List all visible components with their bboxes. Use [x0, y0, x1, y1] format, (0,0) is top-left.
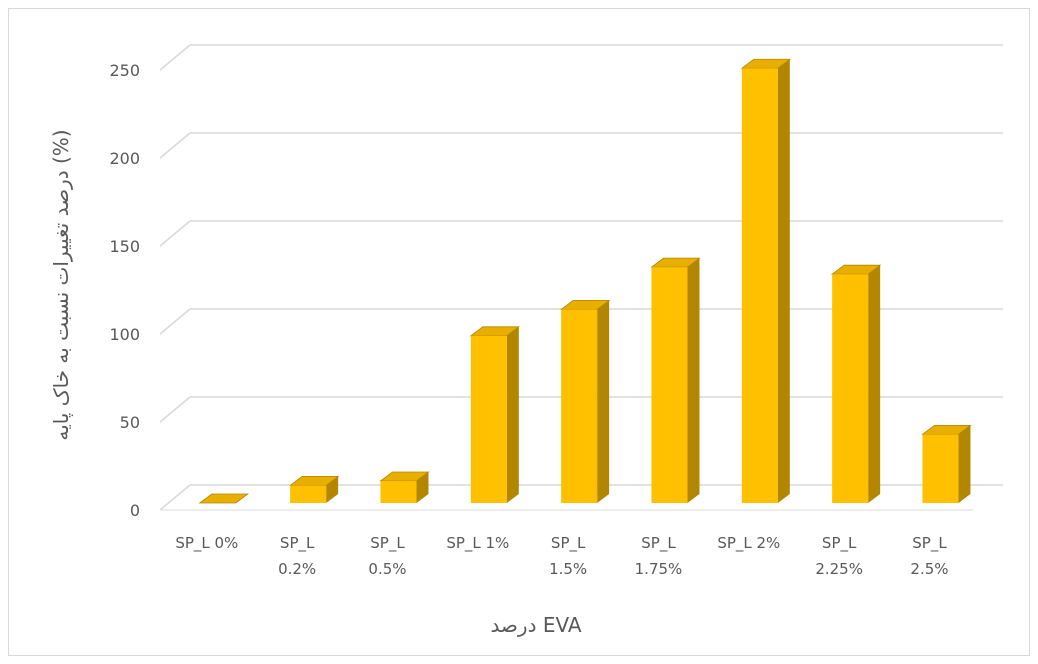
x-tick-label: SP_L 2.5%: [910, 534, 949, 578]
bar: [741, 68, 778, 503]
bar: [832, 274, 869, 503]
bar-side: [777, 59, 790, 503]
x-tick-label: SP_L 1.75%: [634, 534, 683, 578]
bar-top: [198, 493, 250, 504]
x-tick-label: SP_L 0.2%: [278, 534, 317, 578]
y-axis-title: درصد تغییرات نسبت به خاک پایه (%): [49, 129, 74, 440]
bar-side: [958, 425, 971, 503]
bar: [561, 309, 598, 503]
x-tick-label: SP_L 0%: [175, 534, 239, 552]
y-tick-label: 0: [130, 501, 140, 520]
y-tick-label: 50: [120, 413, 140, 432]
bar-side: [597, 300, 610, 503]
bar: [922, 434, 959, 503]
x-tick-label: SP_L 2.25%: [815, 534, 863, 578]
bar-side: [506, 326, 519, 503]
y-tick-label: 150: [109, 237, 140, 256]
grid-line-side: [159, 220, 191, 247]
bar: [380, 481, 417, 503]
grid-line-side: [159, 44, 191, 71]
bar-side: [326, 476, 339, 503]
bar: [290, 485, 327, 503]
bar-side: [868, 265, 881, 503]
x-axis-title: درصد EVA: [490, 613, 581, 637]
grid-line-side: [159, 484, 191, 511]
x-tick-label: SP_L 2%: [717, 534, 781, 552]
grid-line-side: [159, 132, 191, 159]
y-tick-label: 250: [109, 61, 140, 80]
bar-side: [687, 258, 700, 503]
y-tick-label: 200: [109, 149, 140, 168]
x-tick-label: SP_L 1.5%: [549, 534, 588, 578]
grid-line-side: [159, 308, 191, 335]
grid-line-side: [159, 396, 191, 423]
y-tick-label: 100: [109, 325, 140, 344]
bar-side: [416, 472, 429, 503]
x-tick-label: SP_L 0.5%: [368, 534, 407, 578]
bar: [470, 335, 507, 503]
bar: [651, 267, 688, 503]
x-tick-label: SP_L 1%: [446, 534, 510, 552]
